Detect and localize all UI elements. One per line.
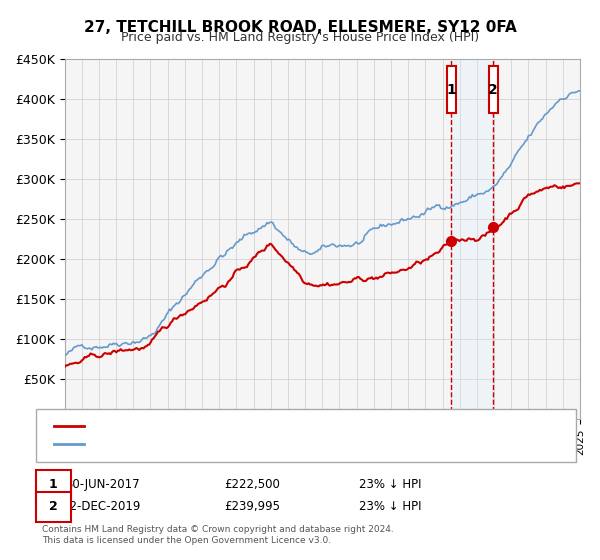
Text: 30-JUN-2017: 30-JUN-2017 xyxy=(65,478,139,491)
Bar xyxy=(451,59,493,419)
Text: 23% ↓ HPI: 23% ↓ HPI xyxy=(359,478,421,491)
Text: Contains HM Land Registry data © Crown copyright and database right 2024.: Contains HM Land Registry data © Crown c… xyxy=(42,525,394,534)
Text: £239,995: £239,995 xyxy=(224,500,280,514)
Text: 27, TETCHILL BROOK ROAD, ELLESMERE, SY12 0FA: 27, TETCHILL BROOK ROAD, ELLESMERE, SY12… xyxy=(83,20,517,35)
Text: 2: 2 xyxy=(49,500,58,514)
Text: 27, TETCHILL BROOK ROAD, ELLESMERE, SY12 0FA (detached house): 27, TETCHILL BROOK ROAD, ELLESMERE, SY12… xyxy=(90,421,448,431)
Text: 12-DEC-2019: 12-DEC-2019 xyxy=(63,500,141,514)
Text: Price paid vs. HM Land Registry's House Price Index (HPI): Price paid vs. HM Land Registry's House … xyxy=(121,31,479,44)
Text: 1: 1 xyxy=(49,478,58,491)
Text: 23% ↓ HPI: 23% ↓ HPI xyxy=(359,500,421,514)
FancyBboxPatch shape xyxy=(446,67,456,113)
Text: 1: 1 xyxy=(446,83,456,97)
Text: £222,500: £222,500 xyxy=(224,478,280,491)
Text: HPI: Average price, detached house, Shropshire: HPI: Average price, detached house, Shro… xyxy=(90,439,339,449)
Text: This data is licensed under the Open Government Licence v3.0.: This data is licensed under the Open Gov… xyxy=(42,536,331,545)
Text: 2: 2 xyxy=(488,83,498,97)
FancyBboxPatch shape xyxy=(488,67,498,113)
